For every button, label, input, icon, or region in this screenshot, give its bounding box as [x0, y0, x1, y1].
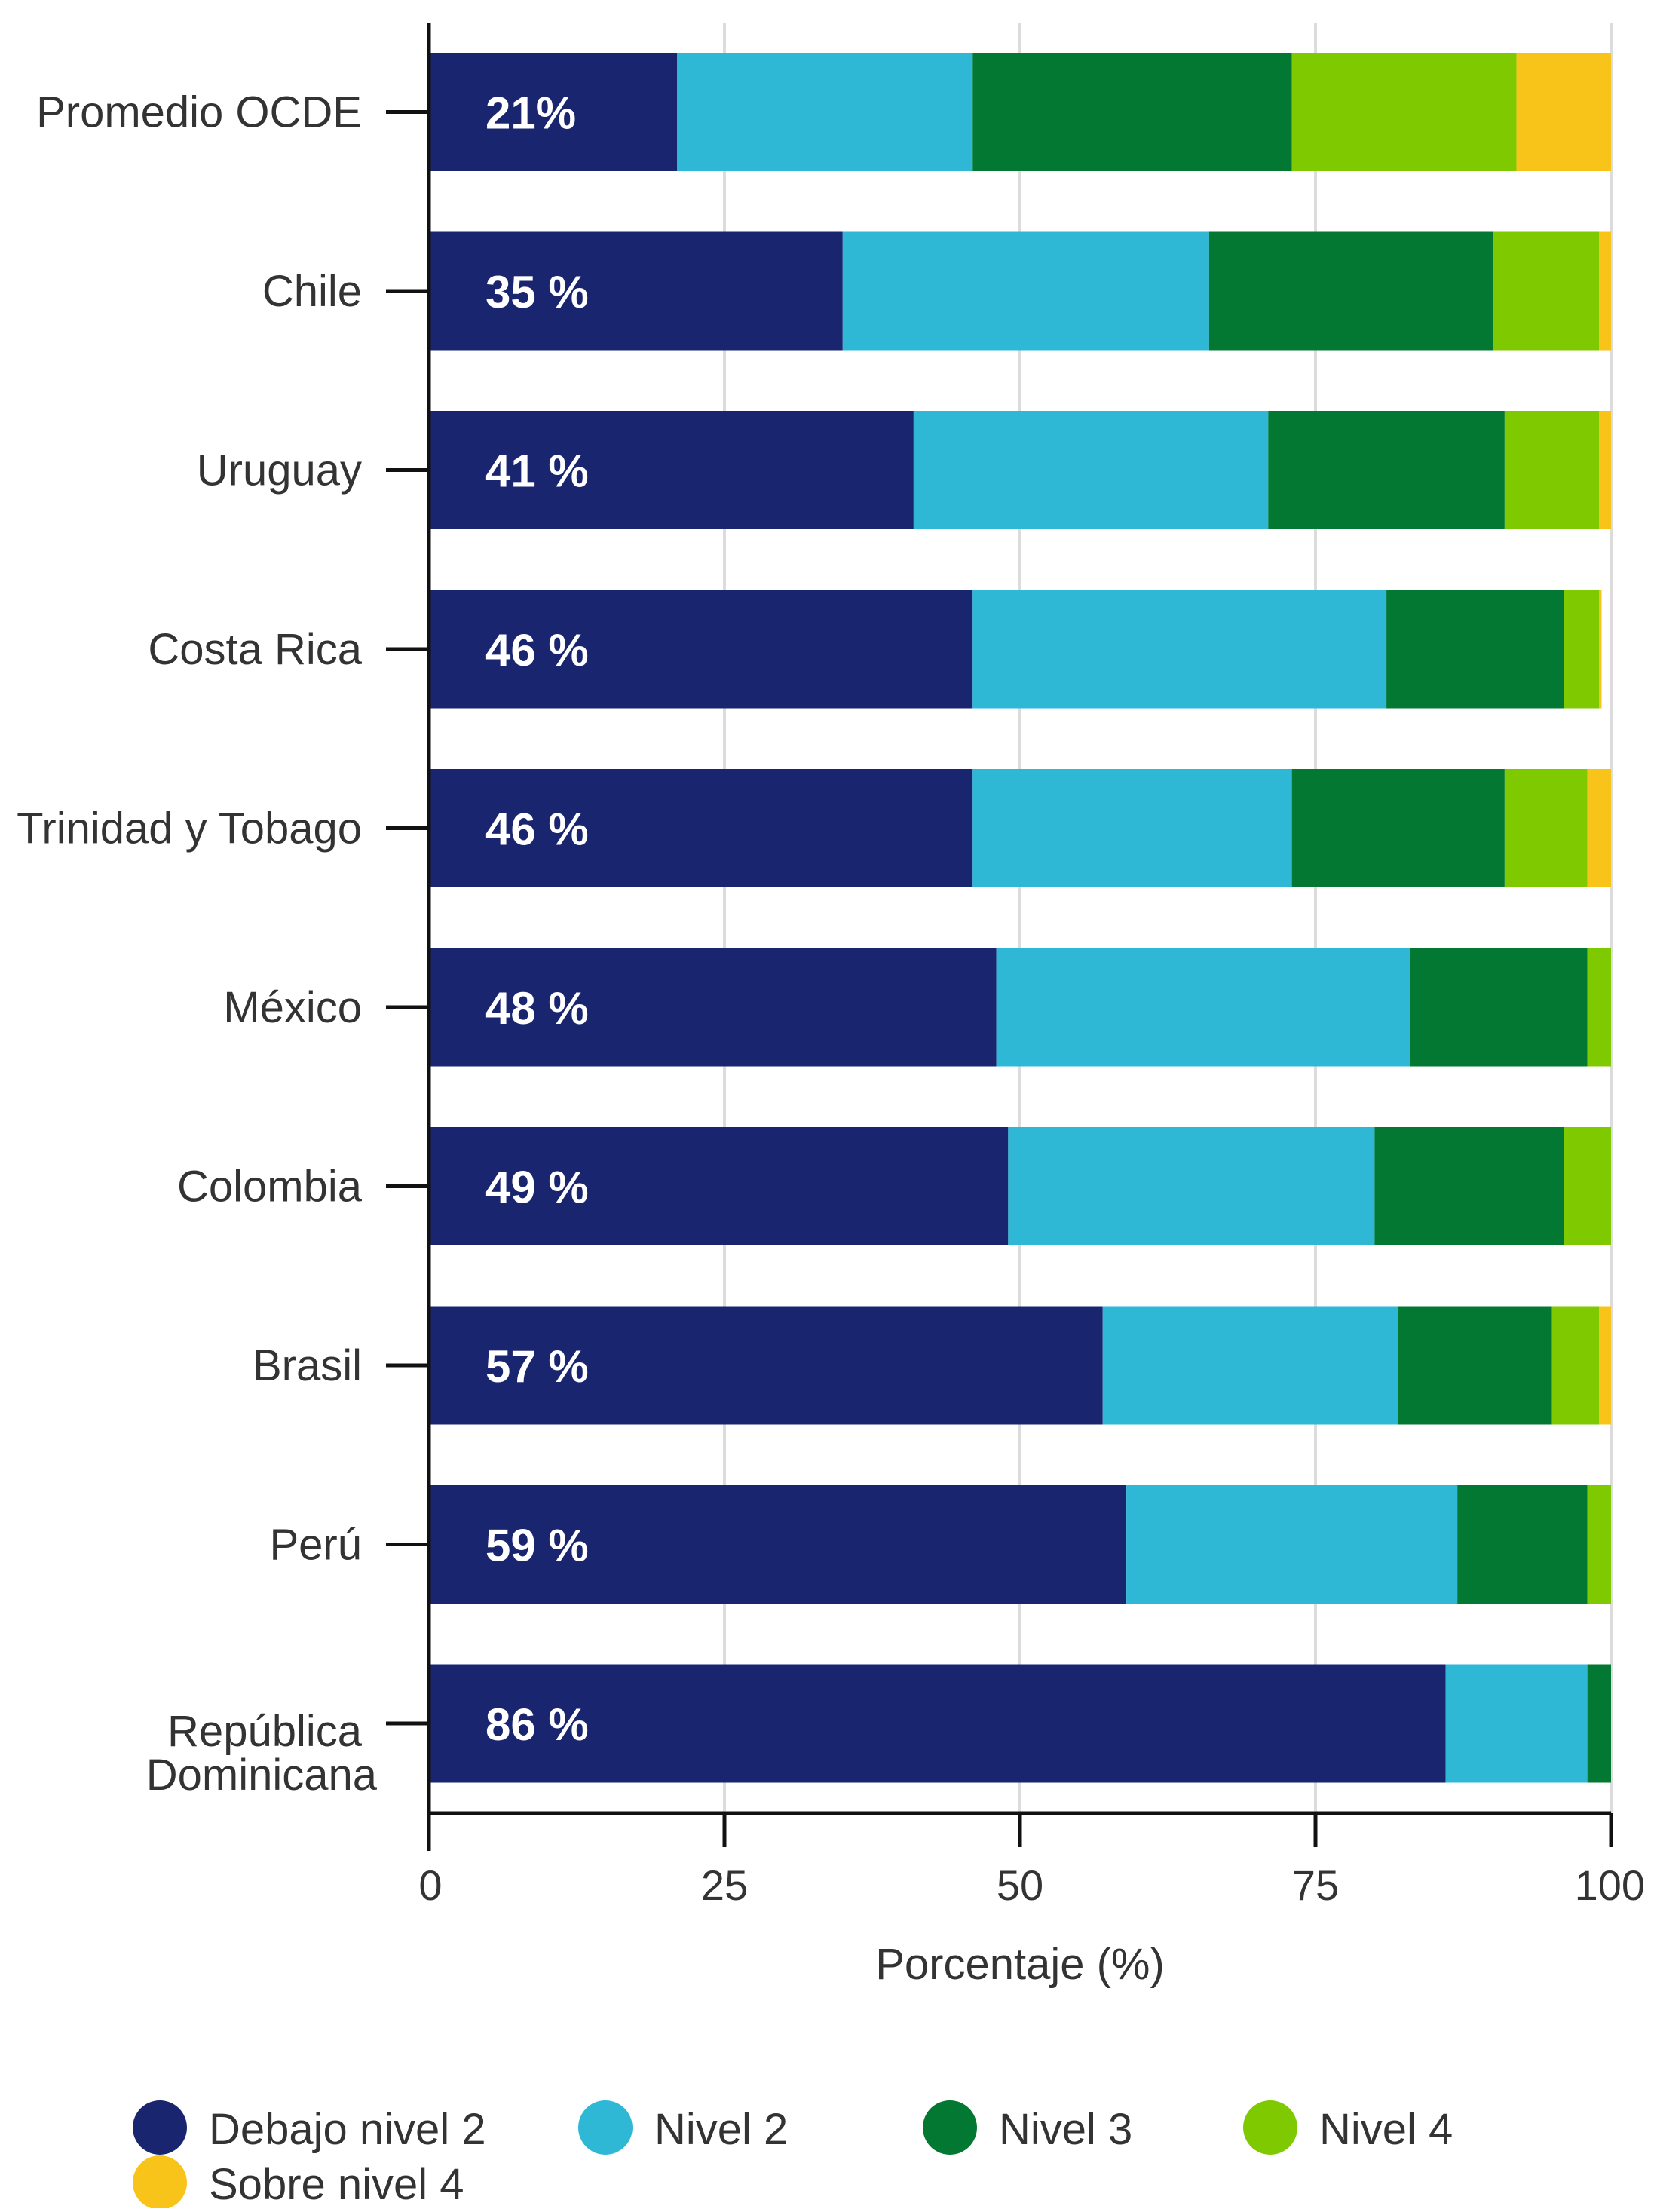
data-labels: 21% 35 % 41 % 46 % 46 % 48 % 49 % 57 % 59 % 86 % — [485, 88, 589, 1751]
bar-segment — [429, 411, 914, 529]
bar-segment — [1564, 590, 1600, 709]
data-label: 57 % — [485, 1341, 589, 1392]
bar-segment — [1126, 1485, 1458, 1604]
category-label: Uruguay — [197, 446, 362, 495]
data-label: 48 % — [485, 983, 589, 1034]
bar-segment — [1291, 53, 1517, 171]
bar-segment — [996, 948, 1410, 1067]
bar-segment — [1599, 590, 1602, 709]
legend-label: Debajo nivel 2 — [209, 2105, 486, 2154]
bar-segment — [429, 231, 843, 351]
bar-segment — [429, 948, 997, 1067]
data-label: 59 % — [485, 1521, 589, 1571]
legend-swatch — [923, 2100, 977, 2155]
bar-segment — [913, 411, 1269, 529]
bar-segment — [677, 53, 973, 171]
bar-segment — [1268, 411, 1505, 529]
bar-segment — [1599, 231, 1611, 351]
bar-segment — [1410, 948, 1588, 1067]
data-label: 86 % — [485, 1699, 589, 1750]
bar-segment — [1102, 1306, 1398, 1425]
legend-label: Nivel 2 — [654, 2105, 788, 2154]
bar-segment — [1386, 590, 1564, 709]
data-label: 21% — [485, 88, 576, 139]
category-label: Colombia — [177, 1163, 363, 1212]
legend-swatch — [578, 2100, 633, 2155]
category-label-line: República — [167, 1707, 363, 1756]
x-tick-label: 0 — [418, 1861, 442, 1909]
bars — [429, 53, 1611, 1783]
bar-segment — [1587, 1485, 1611, 1604]
data-label: 46 % — [485, 625, 589, 676]
legend-swatch — [133, 2155, 187, 2210]
x-tick-label: 50 — [997, 1861, 1043, 1909]
bar-segment — [1564, 1127, 1611, 1245]
bar-segment — [1504, 411, 1600, 529]
category-label: Chile — [262, 267, 362, 316]
bar-segment — [1398, 1306, 1552, 1425]
category-label: México — [223, 983, 362, 1032]
bar-segment — [429, 53, 678, 171]
bar-segment — [1445, 1664, 1588, 1783]
legend-label: Sobre nivel 4 — [209, 2160, 464, 2208]
category-label: Brasil — [253, 1341, 362, 1390]
bar-segment — [429, 1306, 1103, 1425]
bar-segment — [1008, 1127, 1375, 1245]
category-label: Costa Rica — [148, 625, 362, 674]
bar-segment — [1457, 1485, 1588, 1604]
bar-segment — [1599, 1306, 1611, 1425]
category-label-line: Dominicana — [146, 1751, 378, 1800]
bar-segment — [1208, 231, 1493, 351]
bar-segment — [429, 1664, 1446, 1783]
axes: Promedio OCDE Chile Uruguay Costa Rica Trini… — [17, 23, 1645, 1989]
bar-segment — [429, 1127, 1009, 1245]
bar-segment — [972, 590, 1387, 709]
category-label: Perú — [269, 1521, 362, 1570]
x-axis-title: Porcentaje (%) — [875, 1940, 1165, 1989]
bar-segment — [842, 231, 1209, 351]
data-label: 49 % — [485, 1163, 589, 1213]
bar-segment — [429, 590, 973, 709]
legend-swatch — [1243, 2100, 1297, 2155]
bar-segment — [429, 1485, 1127, 1604]
x-tick-label: 100 — [1575, 1861, 1645, 1909]
category-label: República Dominicana — [146, 1707, 378, 1800]
bar-segment — [1504, 769, 1588, 887]
bar-segment — [1291, 769, 1505, 887]
bar-segment — [1551, 1306, 1600, 1425]
x-tick-label: 75 — [1292, 1861, 1339, 1909]
legend-label: Nivel 3 — [999, 2105, 1132, 2154]
x-tick-label: 25 — [701, 1861, 748, 1909]
bar-segment — [1599, 411, 1611, 529]
bar-segment — [1587, 769, 1611, 887]
legend-swatch — [133, 2100, 187, 2155]
legend-label: Nivel 4 — [1319, 2105, 1453, 2154]
legend: Debajo nivel 2 Nivel 2 Nivel 3 Nivel 4 Sobre… — [133, 2100, 1453, 2210]
data-label: 35 % — [485, 267, 589, 317]
bar-segment — [1374, 1127, 1564, 1245]
bar-segment — [972, 769, 1292, 887]
category-label: Trinidad y Tobago — [17, 804, 362, 853]
bar-segment — [1587, 1664, 1611, 1783]
bar-segment — [429, 769, 973, 887]
bar-segment — [1587, 948, 1611, 1067]
bar-segment — [1493, 231, 1600, 351]
data-label: 41 % — [485, 446, 589, 497]
bar-segment — [1516, 53, 1611, 171]
category-label: Promedio OCDE — [36, 88, 362, 137]
bar-segment — [972, 53, 1292, 171]
data-label: 46 % — [485, 804, 589, 855]
